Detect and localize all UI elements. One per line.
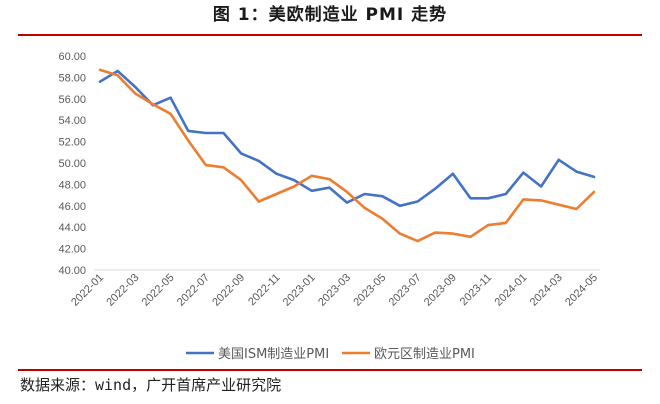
- y-tick-label: 42.00: [58, 244, 86, 256]
- pmi-line-chart: 60.00 58.00 56.00 54.00 52.00 50.00 48.00 46.00…: [58, 51, 600, 362]
- y-tick-label: 48.00: [58, 179, 86, 191]
- y-axis: 60.00 58.00 56.00 54.00 52.00 50.00 48.00 46.00…: [58, 51, 86, 277]
- x-tick-label: 2022-07: [175, 272, 212, 309]
- y-tick-label: 50.00: [58, 158, 86, 170]
- us-ism-pmi-line: [98, 69, 596, 208]
- x-tick-label: 2024-01: [493, 272, 530, 309]
- y-tick-label: 44.00: [58, 222, 86, 234]
- y-tick-label: 60.00: [58, 51, 86, 63]
- x-axis: 2022-012022-032022-052022-072022-092022-…: [69, 269, 600, 309]
- x-tick-label: 2022-01: [69, 272, 106, 309]
- legend: 美国ISM制造业PMI 欧元区制造业PMI: [186, 347, 475, 362]
- y-tick-label: 58.00: [58, 72, 86, 84]
- x-tick-label: 2023-09: [422, 272, 459, 309]
- x-tick-label: 2022-03: [104, 272, 141, 309]
- series-group: [98, 68, 596, 243]
- y-tick-label: 56.00: [58, 94, 86, 106]
- eurozone-pmi-line: [98, 68, 596, 243]
- x-tick-label: 2023-03: [316, 272, 353, 309]
- x-tick-label: 2022-09: [210, 272, 247, 309]
- source-rule: [18, 369, 642, 371]
- y-tick-label: 46.00: [58, 201, 86, 213]
- x-tick-label: 2023-11: [458, 272, 494, 308]
- x-tick-label: 2023-01: [281, 272, 318, 309]
- source-note: 数据来源：wind，广开首席产业研究院: [20, 376, 282, 394]
- legend-eu-label: 欧元区制造业PMI: [374, 347, 475, 362]
- legend-us-label: 美国ISM制造业PMI: [218, 347, 329, 362]
- x-tick-label: 2023-05: [351, 272, 388, 309]
- x-tick-label: 2024-05: [563, 272, 600, 309]
- title-underline: [18, 34, 642, 36]
- x-tick-label: 2022-05: [140, 272, 177, 309]
- y-tick-label: 54.00: [58, 115, 86, 127]
- x-tick-label: 2022-11: [246, 272, 282, 308]
- x-tick-label: 2023-07: [387, 272, 424, 309]
- page-title: 图 1：美欧制造业 PMI 走势: [212, 5, 448, 25]
- y-tick-label: 52.00: [58, 137, 86, 149]
- y-tick-label: 40.00: [58, 265, 86, 277]
- x-tick-label: 2024-03: [528, 272, 565, 309]
